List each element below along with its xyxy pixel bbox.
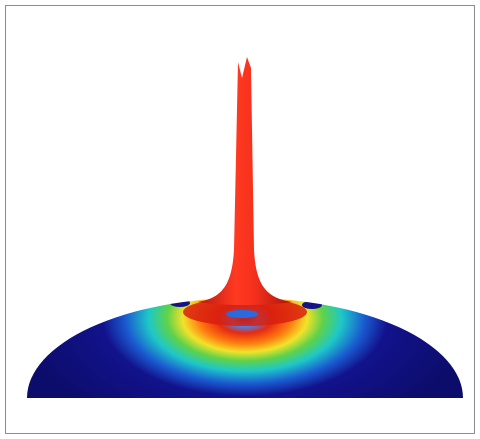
center-spot (226, 310, 258, 318)
render-view (0, 0, 480, 439)
page (0, 0, 480, 439)
